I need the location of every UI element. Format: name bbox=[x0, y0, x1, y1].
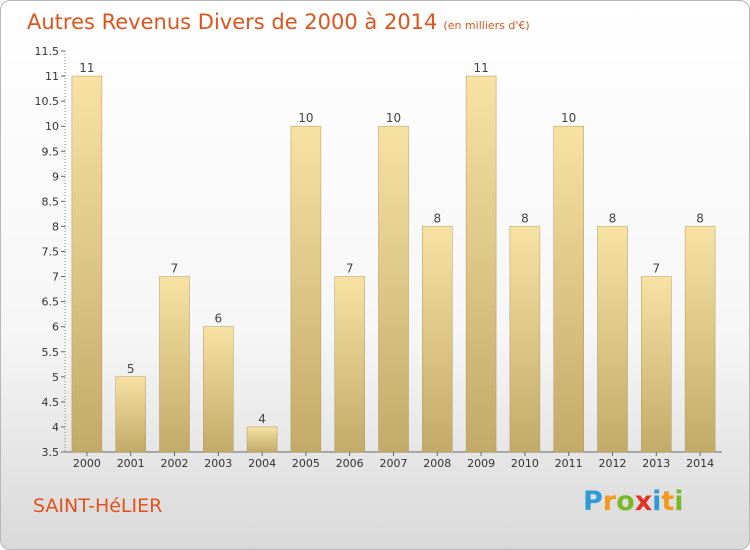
x-tick-label: 2002 bbox=[161, 457, 189, 470]
y-tick-label: 7 bbox=[52, 271, 59, 284]
x-tick-label: 2012 bbox=[599, 457, 627, 470]
y-tick-label: 4 bbox=[52, 421, 59, 434]
x-tick-label: 2004 bbox=[248, 457, 276, 470]
data-label: 10 bbox=[561, 111, 576, 125]
logo-letter: i bbox=[674, 486, 684, 517]
x-tick-label: 2011 bbox=[555, 457, 583, 470]
data-label: 10 bbox=[386, 111, 401, 125]
y-tick-label: 10 bbox=[45, 120, 59, 133]
data-label: 5 bbox=[127, 362, 135, 376]
x-tick-label: 2005 bbox=[292, 457, 320, 470]
data-label: 8 bbox=[521, 211, 529, 225]
x-tick-label: 2009 bbox=[467, 457, 495, 470]
bar bbox=[334, 276, 365, 453]
y-tick-label: 8.5 bbox=[42, 195, 60, 208]
x-tick-label: 2007 bbox=[380, 457, 408, 470]
bar bbox=[159, 276, 190, 453]
title-unit: (en milliers d'€) bbox=[443, 19, 530, 32]
bar bbox=[246, 426, 278, 453]
y-tick-label: 8 bbox=[52, 220, 59, 233]
x-tick-label: 2014 bbox=[686, 457, 714, 470]
data-label: 7 bbox=[346, 262, 354, 276]
x-tick-label: 2010 bbox=[511, 457, 539, 470]
y-tick-label: 3.5 bbox=[42, 446, 60, 459]
y-tick-label: 4.5 bbox=[42, 396, 60, 409]
logo-letter: x bbox=[634, 486, 653, 517]
data-label: 4 bbox=[258, 412, 266, 426]
data-label: 8 bbox=[609, 211, 617, 225]
logo-letter: t bbox=[661, 486, 675, 517]
proxiti-logo[interactable]: Proxiti bbox=[583, 488, 684, 515]
data-label: 11 bbox=[79, 61, 94, 75]
y-tick-label: 11 bbox=[45, 70, 59, 83]
data-label: 8 bbox=[696, 211, 704, 225]
bar bbox=[465, 75, 497, 453]
bar bbox=[422, 226, 453, 453]
bar bbox=[684, 226, 716, 453]
y-tick-label: 6 bbox=[52, 321, 59, 334]
logo-letter: i bbox=[652, 486, 662, 517]
x-tick-label: 2013 bbox=[642, 457, 670, 470]
x-tick-label: 2000 bbox=[73, 457, 101, 470]
data-label: 8 bbox=[433, 211, 441, 225]
y-tick-label: 9 bbox=[52, 170, 59, 183]
bar bbox=[641, 276, 672, 453]
commune-name: SAINT-HéLIER bbox=[33, 495, 163, 517]
y-tick-label: 7.5 bbox=[42, 246, 60, 259]
bar bbox=[115, 376, 146, 453]
bar bbox=[509, 226, 541, 453]
bar bbox=[553, 125, 584, 453]
chart-title: Autres Revenus Divers de 2000 à 2014 (en … bbox=[27, 10, 530, 34]
y-tick-label: 6.5 bbox=[42, 296, 60, 309]
data-label: 6 bbox=[214, 312, 222, 326]
y-tick-label: 11.5 bbox=[35, 45, 60, 58]
y-tick-label: 5.5 bbox=[42, 346, 60, 359]
x-tick-label: 2001 bbox=[117, 457, 145, 470]
logo-letter: P bbox=[583, 486, 603, 517]
bar bbox=[71, 75, 103, 453]
bar bbox=[203, 326, 234, 453]
y-tick-label: 10.5 bbox=[35, 95, 60, 108]
title-text: Autres Revenus Divers de 2000 à 2014 bbox=[27, 10, 438, 34]
data-label: 10 bbox=[298, 111, 313, 125]
y-tick-label: 9.5 bbox=[42, 145, 60, 158]
data-label: 11 bbox=[473, 61, 488, 75]
bar bbox=[378, 125, 409, 453]
x-tick-label: 2003 bbox=[204, 457, 232, 470]
bar bbox=[290, 125, 322, 453]
y-tick-label: 5 bbox=[52, 371, 59, 384]
bar bbox=[597, 226, 628, 453]
logo-letter: r bbox=[602, 486, 617, 517]
data-label: 7 bbox=[652, 262, 660, 276]
x-tick-label: 2008 bbox=[423, 457, 451, 470]
data-label: 7 bbox=[171, 262, 179, 276]
logo-letter: o bbox=[616, 486, 635, 517]
x-tick-label: 2006 bbox=[336, 457, 364, 470]
